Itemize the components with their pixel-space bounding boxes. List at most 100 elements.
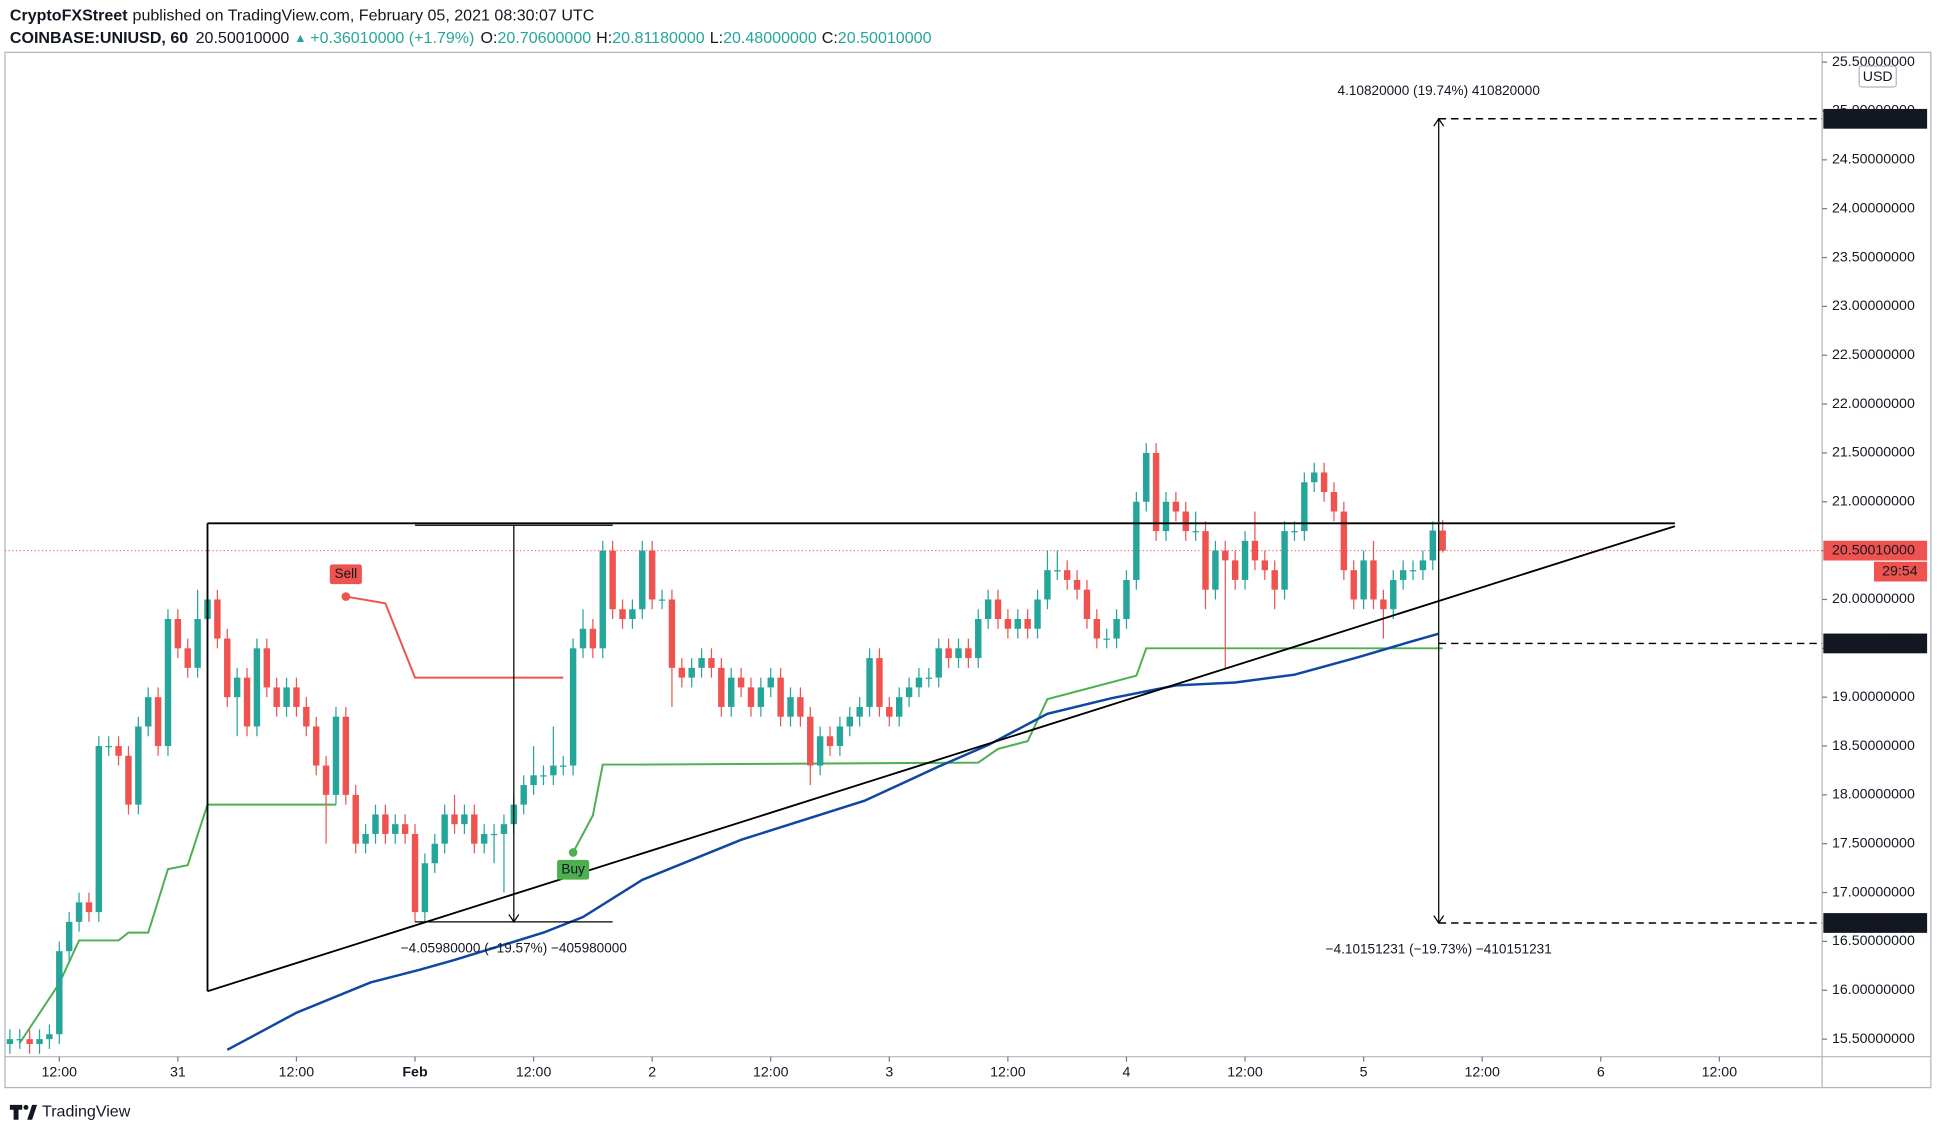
candle-body (619, 609, 626, 620)
candle-body (718, 667, 725, 707)
candle-body (747, 687, 755, 707)
y-tick-label: 17.00000000 (1832, 884, 1915, 900)
y-tick-label: 16.00000000 (1832, 982, 1915, 998)
indicator-line (226, 632, 1440, 1051)
candle-body (1093, 619, 1101, 639)
candle-body (1399, 570, 1407, 580)
candle-body (490, 833, 498, 836)
candle-body (411, 833, 419, 913)
candle-body (322, 765, 330, 795)
x-tick-label: 12:00 (1227, 1065, 1263, 1081)
ohlc-value: 20.50010000 (838, 29, 932, 47)
candle-body (95, 746, 103, 913)
candle-body (777, 677, 784, 717)
candle-body (362, 833, 369, 844)
y-tick-label: 21.00000000 (1832, 494, 1915, 510)
candle-body (668, 599, 676, 668)
candle-body (648, 550, 656, 600)
candle-body (184, 648, 191, 668)
candle-body (233, 677, 241, 698)
price-tag (1823, 540, 1928, 561)
y-tick-label: 22.50000000 (1832, 347, 1915, 363)
measure-arrowhead (1433, 117, 1445, 127)
candle-body (876, 658, 883, 707)
ohlc-key: C: (822, 29, 838, 47)
candle-body (1014, 619, 1021, 629)
logo-dot (23, 1104, 29, 1110)
ohlc-value: 20.81180000 (612, 29, 705, 47)
candle-body (1133, 501, 1140, 580)
chart-frame (4, 51, 1932, 1089)
candle-body (342, 716, 350, 795)
y-tick-label: 23.00000000 (1832, 298, 1915, 314)
signal-label: Sell (335, 566, 358, 581)
candle-body (1330, 492, 1338, 512)
candle-body (1429, 530, 1437, 561)
candle-body (1054, 570, 1061, 572)
candle-body (1301, 482, 1308, 532)
candle-body (16, 1039, 23, 1041)
measure-label: −4.10151231 (−19.73%) −410151231 (1326, 942, 1552, 957)
candle-body (471, 814, 478, 844)
y-tick-label: 23.50000000 (1832, 249, 1915, 265)
candle-body (915, 677, 923, 688)
last-price: 20.50010000 (196, 29, 290, 47)
candle-body (224, 638, 231, 698)
y-tick-label: 24.50000000 (1832, 152, 1915, 168)
candle-body (826, 736, 834, 747)
x-tick-label: 12:00 (753, 1065, 789, 1081)
candle-body (569, 648, 577, 766)
level-tag (1823, 108, 1928, 129)
x-tick-label: 12:00 (42, 1065, 78, 1081)
candle-body (1004, 619, 1012, 629)
candle-body (1083, 589, 1091, 620)
logo-mark (9, 1104, 23, 1120)
candle-body (1212, 550, 1219, 590)
candle-body (85, 902, 93, 913)
author: CryptoFXStreet (10, 7, 128, 25)
x-tick-label: 31 (170, 1065, 186, 1081)
signal-label: Buy (561, 861, 585, 876)
candle-body (65, 921, 73, 952)
candle-body (293, 687, 300, 707)
candle-body (283, 687, 290, 707)
candle-body (26, 1039, 33, 1044)
candle-body (263, 648, 271, 688)
x-tick-label: Feb (402, 1065, 428, 1081)
candle-body (787, 697, 794, 717)
brand: TradingView (42, 1103, 131, 1121)
candle-body (905, 687, 913, 698)
candle-body (1034, 599, 1041, 629)
ohlc-key: H: (596, 29, 612, 47)
candle-body (115, 746, 122, 756)
measure-arrowhead (508, 914, 520, 923)
candle-body (599, 550, 606, 649)
candle-body (75, 902, 83, 922)
ohlc-key: O: (481, 29, 498, 47)
y-tick-label: 15.50000000 (1832, 1031, 1915, 1047)
x-tick-label: 12:00 (1464, 1065, 1500, 1081)
candle-body (46, 1034, 53, 1040)
candle-body (688, 667, 695, 678)
candle-body (629, 609, 636, 620)
candle-body (441, 814, 448, 844)
y-tick-label: 20.00000000 (1832, 591, 1915, 607)
candle-body (332, 716, 340, 795)
countdown-label: 29:54 (1882, 563, 1918, 579)
candle-body (392, 824, 399, 834)
published: published on TradingView.com, February 0… (133, 7, 595, 25)
candle-body (1044, 570, 1051, 600)
level-tag-label: 24.92000000 (1832, 111, 1915, 127)
candle-body (895, 697, 903, 717)
candle-body (530, 775, 537, 786)
candle-body (846, 716, 854, 727)
candle-body (767, 677, 774, 688)
candle-body (145, 697, 152, 727)
y-tick-label: 21.50000000 (1832, 445, 1915, 461)
candle-body (372, 814, 379, 834)
candle-body (125, 755, 132, 805)
y-tick-label: 17.50000000 (1832, 835, 1915, 851)
candle-body (955, 648, 962, 659)
